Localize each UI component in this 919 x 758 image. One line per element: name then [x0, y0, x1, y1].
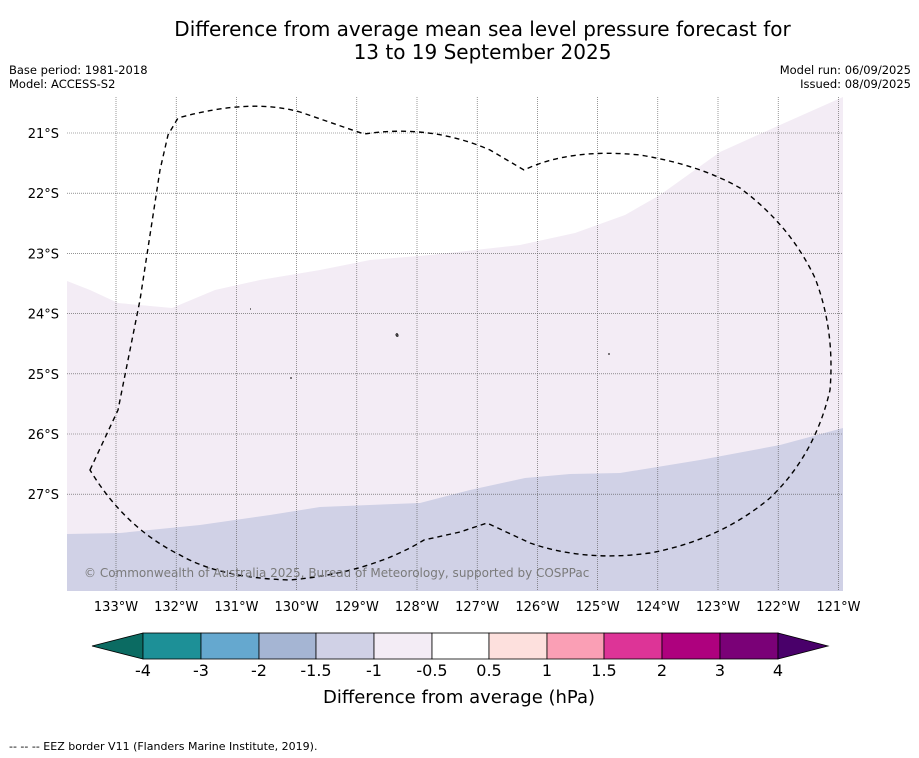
title-line-1: Difference from average mean sea level p… [174, 17, 791, 41]
lon-label: 132°W [154, 600, 198, 615]
colorbar-tick-label: -2 [251, 661, 267, 680]
colorbar-tick-label: 3 [715, 661, 725, 680]
colorbar-extend-min [91, 632, 144, 660]
contour-band-minus-0-5 [67, 97, 843, 591]
colorbar-segment [142, 632, 202, 660]
lon-label: 131°W [214, 600, 258, 615]
colorbar-tick-label: -0.5 [416, 661, 447, 680]
base-period: Base period: 1981-2018 [9, 63, 148, 77]
colorbar-segment [373, 632, 433, 660]
meta-right: Model run: 06/09/2025 Issued: 08/09/2025 [780, 63, 911, 91]
lat-label: 25°S [28, 368, 59, 383]
lat-label: 24°S [28, 308, 59, 323]
latitude-labels: 21°S 22°S 23°S 24°S 25°S 26°S 27°S [28, 127, 59, 503]
lon-label: 128°W [395, 600, 439, 615]
meta-left: Base period: 1981-2018 Model: ACCESS-S2 [9, 63, 148, 91]
lon-label: 125°W [576, 600, 620, 615]
lat-label: 26°S [28, 428, 59, 443]
colorbar-segment [258, 632, 317, 660]
issued-date: Issued: 08/09/2025 [800, 77, 911, 91]
colorbar-segment [603, 632, 663, 660]
map-title: Difference from average mean sea level p… [0, 18, 919, 64]
colorbar-segment [315, 632, 375, 660]
copyright-text: © Commonwealth of Australia 2025, Bureau… [84, 566, 589, 580]
model-run: Model run: 06/09/2025 [779, 63, 911, 77]
lat-label: 21°S [28, 127, 59, 142]
map-area [67, 97, 843, 591]
colorbar-tick-label: -4 [135, 661, 151, 680]
lon-label: 126°W [515, 600, 559, 615]
longitude-labels: 133°W 132°W 131°W 130°W 129°W 128°W 127°W 126°W… [94, 600, 861, 615]
lon-label: 127°W [455, 600, 499, 615]
colorbar-segment [431, 632, 490, 660]
colorbar-segment [661, 632, 721, 660]
colorbar-segment [488, 632, 548, 660]
model-name: Model: ACCESS-S2 [9, 77, 116, 91]
lat-label: 22°S [28, 187, 59, 202]
lon-label: 129°W [335, 600, 379, 615]
colorbar-tick-label: -3 [193, 661, 209, 680]
title-line-2: 13 to 19 September 2025 [353, 40, 612, 64]
colorbar-tick-label: -1.5 [300, 661, 331, 680]
colorbar-tick-label: 0.5 [476, 661, 501, 680]
contour-band-minus-1 [67, 428, 843, 591]
colorbar-tick-label: 1 [542, 661, 552, 680]
graticule [67, 97, 843, 591]
map-figure: © Commonwealth of Australia 2025, Bureau… [28, 97, 861, 708]
lon-label: 133°W [94, 600, 138, 615]
colorbar-extend-max [777, 632, 830, 660]
colorbar: -4 -3 -2 -1.5 -1 -0.5 0.5 1 1.5 2 3 4 [91, 632, 830, 680]
eez-legend-note: -- -- -- EEZ border V11 (Flanders Marine… [9, 740, 318, 753]
colorbar-tick-label: 2 [657, 661, 667, 680]
lon-label: 124°W [636, 600, 680, 615]
island-marks [250, 308, 610, 379]
colorbar-tick-label: -1 [366, 661, 382, 680]
colorbar-tick-label: 4 [773, 661, 783, 680]
lon-label: 122°W [756, 600, 800, 615]
lat-label: 27°S [28, 488, 59, 503]
colorbar-segment [546, 632, 605, 660]
lon-label: 123°W [696, 600, 740, 615]
lon-label: 121°W [816, 600, 860, 615]
colorbar-tick-label: 1.5 [591, 661, 616, 680]
eez-border [89, 105, 832, 581]
lon-label: 130°W [275, 600, 319, 615]
colorbar-segment [200, 632, 260, 660]
lat-label: 23°S [28, 247, 59, 262]
colorbar-label: Difference from average (hPa) [323, 687, 595, 708]
colorbar-segment [719, 632, 779, 660]
